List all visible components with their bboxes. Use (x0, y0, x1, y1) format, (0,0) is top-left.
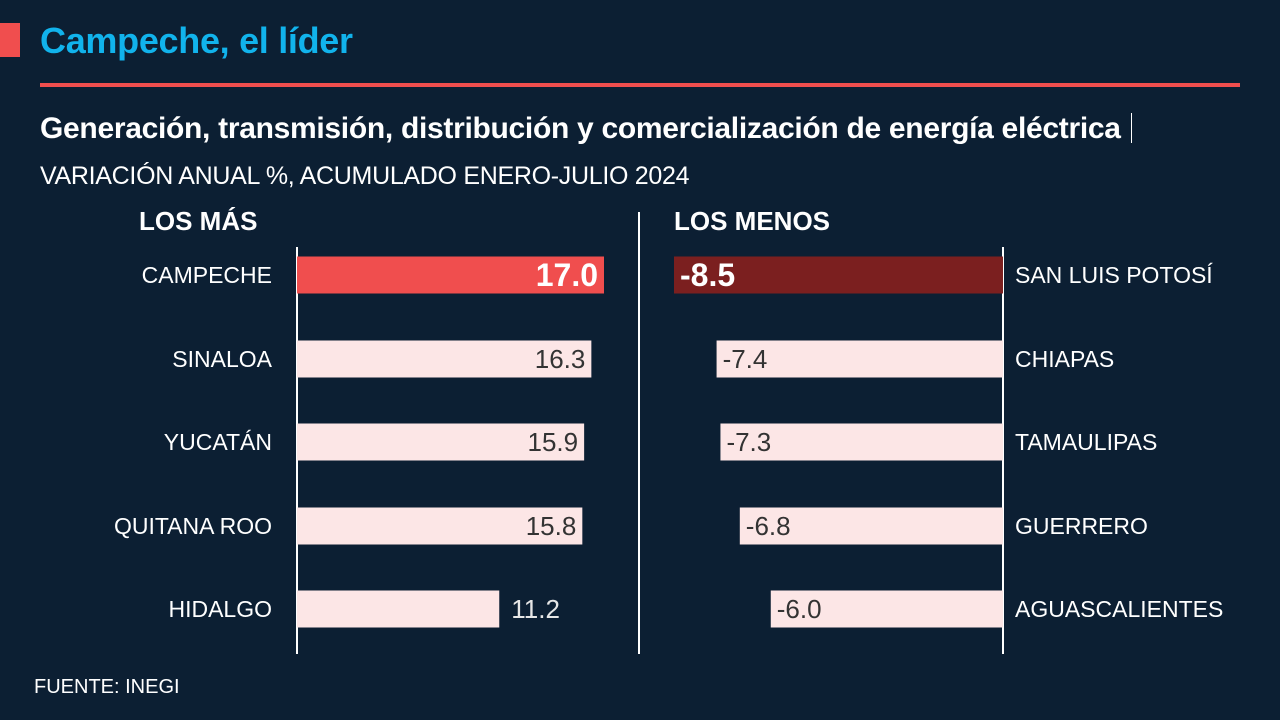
category-label-top: CAMPECHE (142, 262, 272, 288)
subtitle: Generación, transmisión, distribución y … (40, 106, 1250, 199)
value-label-bottom: -6.8 (746, 511, 791, 541)
value-label-top: 15.8 (526, 511, 577, 541)
subtitle-separator (1130, 113, 1132, 143)
bar-top-5 (297, 590, 500, 628)
bar-bottom-2 (716, 340, 1003, 378)
section-title-top: LOS MÁS (139, 206, 258, 236)
bar-top-1 (297, 256, 604, 294)
bar-bottom-4 (739, 507, 1003, 545)
source-note: FUENTE: INEGI (34, 676, 180, 698)
category-label-bottom: SAN LUIS POTOSÍ (1015, 262, 1213, 288)
category-label-top: HIDALGO (168, 596, 272, 622)
bar-bottom-5 (770, 590, 1003, 628)
section-title-bottom: LOS MENOS (674, 206, 831, 236)
bar-top-3 (297, 423, 585, 461)
value-label-top: 16.3 (535, 344, 586, 374)
value-label-top: 17.0 (536, 257, 598, 293)
subtitle-main: Generación, transmisión, distribución y … (40, 112, 1121, 145)
category-label-top: YUCATÁN (164, 429, 272, 455)
category-label-top: SINALOA (172, 346, 272, 372)
title-rule (40, 83, 1240, 87)
bar-bottom-3 (720, 423, 1003, 461)
main-title: Campeche, el líder (40, 20, 353, 61)
value-label-bottom: -7.4 (723, 344, 768, 374)
value-label-top: 15.9 (528, 427, 579, 457)
bar-top-4 (297, 507, 583, 545)
panel-divider (638, 212, 640, 654)
category-label-top: QUITANA ROO (114, 513, 272, 539)
category-label-bottom: GUERRERO (1015, 513, 1148, 539)
category-label-bottom: AGUASCALIENTES (1015, 596, 1223, 622)
value-label-bottom: -6.0 (777, 594, 822, 624)
value-label-bottom: -8.5 (680, 257, 735, 293)
category-label-bottom: TAMAULIPAS (1015, 429, 1157, 455)
value-label-top: 11.2 (511, 594, 560, 624)
bar-top-2 (297, 340, 592, 378)
subtitle-unit: VARIACIÓN ANUAL %, ACUMULADO ENERO-JULIO… (40, 162, 690, 190)
bar-bottom-1 (674, 256, 1003, 294)
title-marker (0, 23, 20, 57)
value-label-bottom: -7.3 (726, 427, 771, 457)
category-label-bottom: CHIAPAS (1015, 346, 1114, 372)
